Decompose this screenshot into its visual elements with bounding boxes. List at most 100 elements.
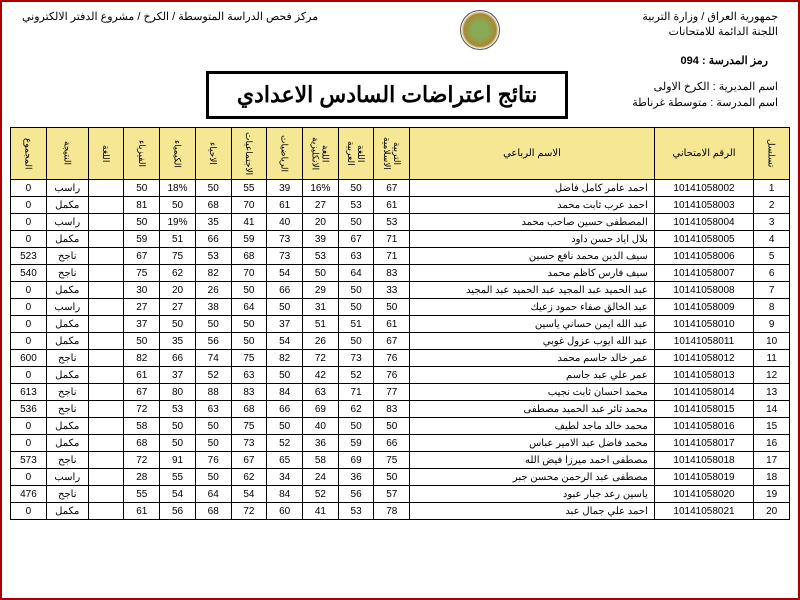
- table-row: 1110141058012عمر خالد جاسم محمد767372827…: [11, 350, 790, 367]
- cell: 53: [195, 248, 231, 265]
- cell: 50: [338, 214, 374, 231]
- cell: [88, 333, 124, 350]
- cell: 8: [754, 299, 790, 316]
- cell: 50: [195, 435, 231, 452]
- school-code-label: رمز المدرسة :: [702, 55, 768, 67]
- cell: 50: [195, 469, 231, 486]
- cell: 38: [195, 299, 231, 316]
- cell: 68: [231, 401, 267, 418]
- cell: 66: [267, 282, 303, 299]
- cell: 71: [374, 248, 410, 265]
- cell: 42: [303, 367, 339, 384]
- cell: [88, 316, 124, 333]
- cell: 66: [374, 435, 410, 452]
- cell: 61: [374, 316, 410, 333]
- cell: 53: [303, 248, 339, 265]
- cell: 51: [160, 231, 196, 248]
- cell: 69: [303, 401, 339, 418]
- cell: 10141058011: [654, 333, 754, 350]
- cell: 50: [338, 180, 374, 197]
- cell: 67: [124, 384, 160, 401]
- cell: راسب: [46, 214, 88, 231]
- ministry-line2: اللجنة الدائمة للامتحانات: [642, 25, 778, 40]
- cell: 82: [195, 265, 231, 282]
- cell: 39: [267, 180, 303, 197]
- cell: 62: [160, 265, 196, 282]
- cell: 75: [231, 418, 267, 435]
- table-row: 1310141058014محمد احسان ثابت نجيب7771638…: [11, 384, 790, 401]
- cell: 91: [160, 452, 196, 469]
- table-row: 710141058008عبد الحميد عبد المجيد عبد ال…: [11, 282, 790, 299]
- cell: 0: [11, 367, 47, 384]
- cell: 12: [754, 367, 790, 384]
- cell: ناجح: [46, 452, 88, 469]
- cell: 76: [195, 452, 231, 469]
- cell: 51: [303, 316, 339, 333]
- cell: 59: [231, 231, 267, 248]
- cell: 88: [195, 384, 231, 401]
- cell: [88, 503, 124, 520]
- cell: 64: [195, 486, 231, 503]
- cell: 10141058013: [654, 367, 754, 384]
- cell: 29: [303, 282, 339, 299]
- cell: 10141058021: [654, 503, 754, 520]
- cell: 19%: [160, 214, 196, 231]
- cell: 50: [195, 180, 231, 197]
- cell: 10141058005: [654, 231, 754, 248]
- cell: 68: [231, 248, 267, 265]
- cell: سيف فارس كاظم محمد: [410, 265, 655, 282]
- cell: راسب: [46, 299, 88, 316]
- cell: 10141058019: [654, 469, 754, 486]
- cell: [88, 384, 124, 401]
- table-header-row: تسلسل الرقم الامتحاني الاسم الرباعي التر…: [11, 128, 790, 180]
- cell: ناجح: [46, 384, 88, 401]
- cell: 50: [338, 333, 374, 350]
- cell: 10: [754, 333, 790, 350]
- cell: 10141058004: [654, 214, 754, 231]
- cell: 50: [195, 316, 231, 333]
- table-row: 1010141058011عبد الله ايوب عزول غوبي6750…: [11, 333, 790, 350]
- table-row: 810141058009عبد الخالق صفاء حمود زعيك505…: [11, 299, 790, 316]
- cell: 536: [11, 401, 47, 418]
- cell: محمد فاضل عبد الامير عباس: [410, 435, 655, 452]
- cell: 30: [124, 282, 160, 299]
- cell: 75: [231, 350, 267, 367]
- cell: 68: [124, 435, 160, 452]
- col-result: النتيجة: [46, 128, 88, 180]
- cell: 36: [303, 435, 339, 452]
- cell: 53: [338, 197, 374, 214]
- cell: 75: [160, 248, 196, 265]
- cell: 9: [754, 316, 790, 333]
- cell: 50: [195, 418, 231, 435]
- cell: 72: [124, 452, 160, 469]
- cell: 27: [124, 299, 160, 316]
- cell: [88, 469, 124, 486]
- cell: 66: [160, 350, 196, 367]
- cell: 0: [11, 231, 47, 248]
- cell: مكمل: [46, 435, 88, 452]
- cell: 50: [374, 418, 410, 435]
- cell: 20: [160, 282, 196, 299]
- cell: 67: [374, 333, 410, 350]
- col-name: الاسم الرباعي: [410, 128, 655, 180]
- cell: 27: [160, 299, 196, 316]
- cell: 66: [195, 231, 231, 248]
- cell: 65: [267, 452, 303, 469]
- cell: 0: [11, 282, 47, 299]
- cell: [88, 248, 124, 265]
- cell: 71: [338, 384, 374, 401]
- cell: 69: [338, 452, 374, 469]
- cell: ناجح: [46, 350, 88, 367]
- table-row: 1710141058018مصطفى احمد ميرزا فيض الله75…: [11, 452, 790, 469]
- cell: 50: [303, 265, 339, 282]
- cell: 0: [11, 469, 47, 486]
- cell: 84: [267, 486, 303, 503]
- cell: 37: [267, 316, 303, 333]
- cell: 72: [303, 350, 339, 367]
- directorate: اسم المديرية : الكرخ الاولى: [632, 79, 778, 96]
- cell: 10141058014: [654, 384, 754, 401]
- cell: 56: [338, 486, 374, 503]
- cell: 0: [11, 214, 47, 231]
- col-s1: التربية الاسلامية: [374, 128, 410, 180]
- cell: [88, 299, 124, 316]
